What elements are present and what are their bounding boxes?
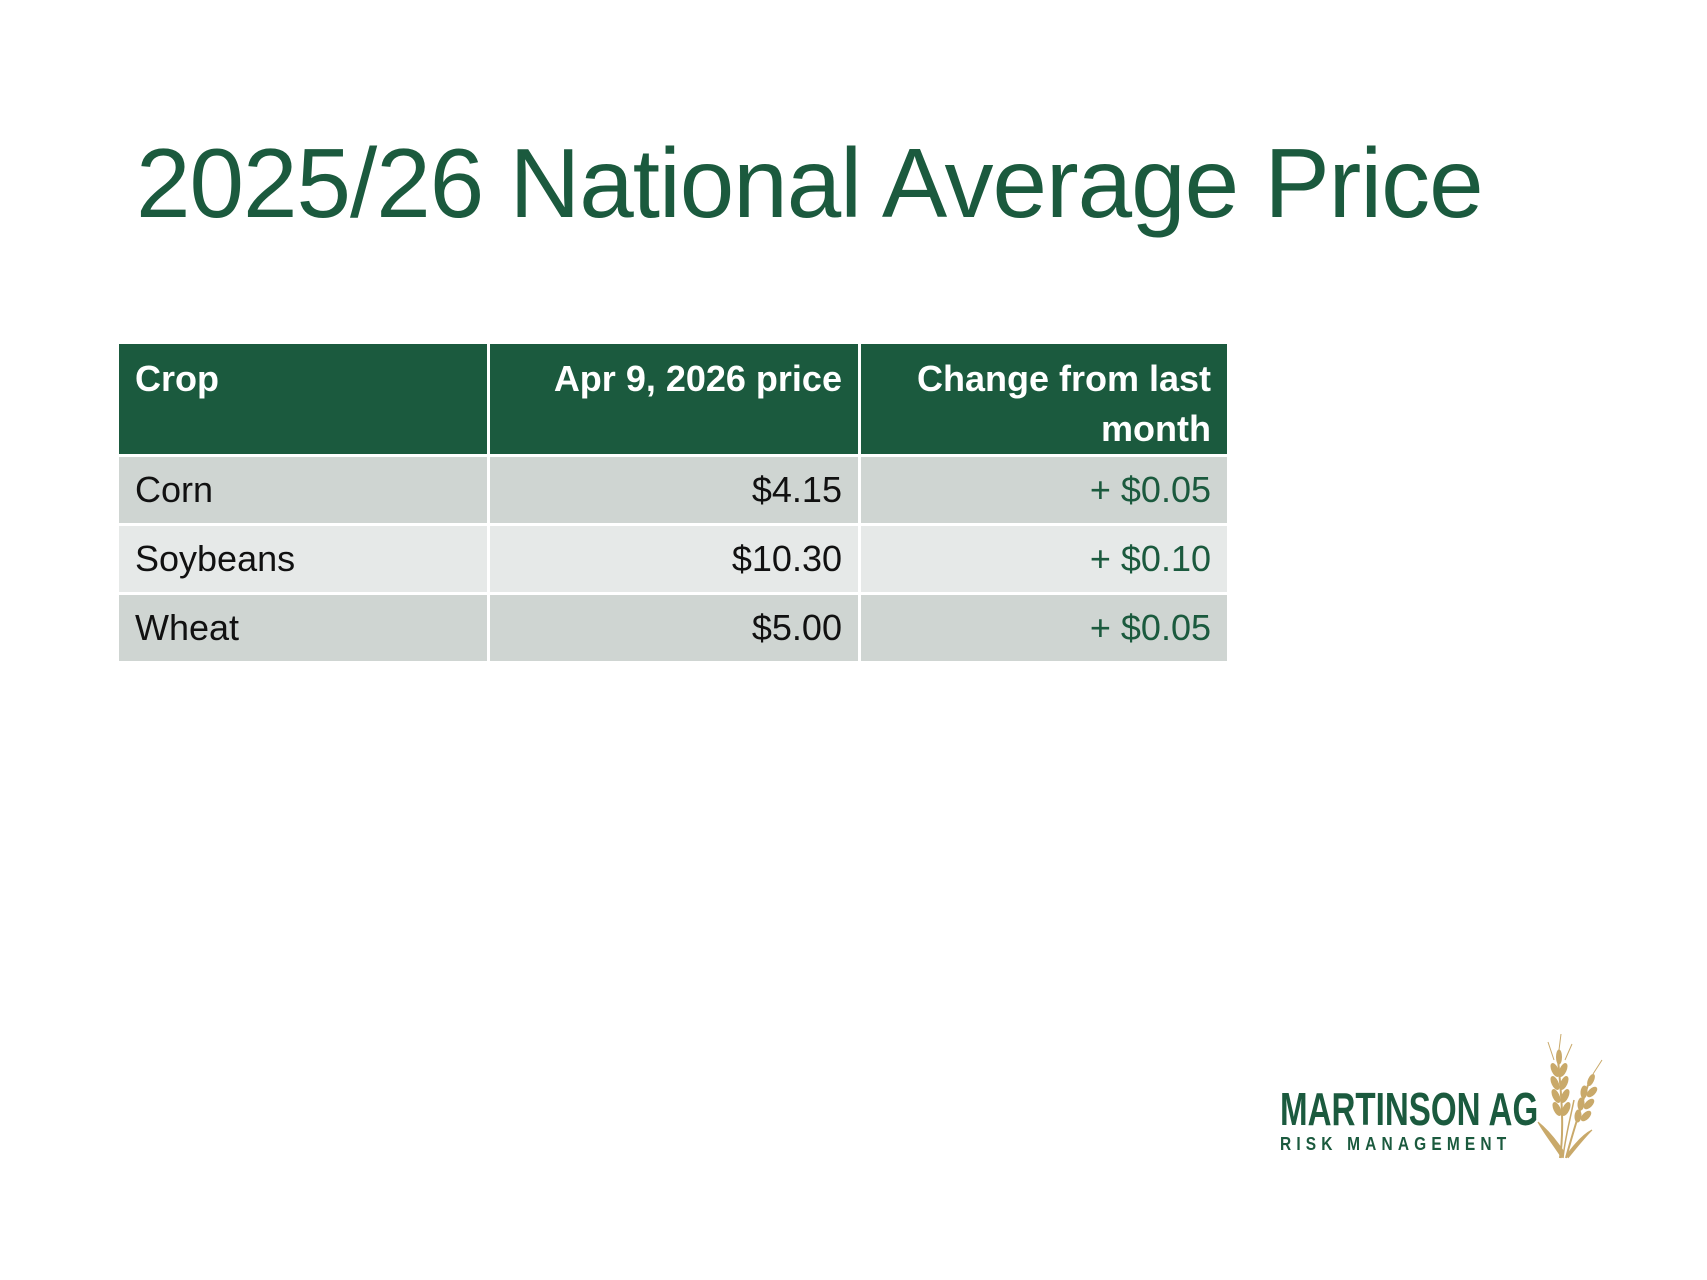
price-table: Crop Apr 9, 2026 price Change from last … [116,341,1230,664]
cell-change: + $0.05 [860,595,1227,661]
cell-price: $5.00 [490,595,858,661]
table-row: Soybeans $10.30 + $0.10 [119,526,1227,592]
slide-title: 2025/26 National Average Price [136,128,1484,238]
cell-change: + $0.05 [860,457,1227,523]
cell-price: $4.15 [490,457,858,523]
header-price: Apr 9, 2026 price [490,344,858,454]
company-logo: MARTINSON AG RISK MANAGEMENT [1280,1030,1610,1160]
logo-tagline: RISK MANAGEMENT [1280,1134,1512,1154]
wheat-icon [1537,1033,1603,1159]
cell-change: + $0.10 [860,526,1227,592]
table-header-row: Crop Apr 9, 2026 price Change from last … [119,344,1227,454]
logo-graphic [1537,1033,1603,1159]
cell-crop: Soybeans [119,526,488,592]
header-crop: Crop [119,344,488,454]
header-change: Change from last month [860,344,1227,454]
table-row: Corn $4.15 + $0.05 [119,457,1227,523]
logo-name: MARTINSON AG [1280,1083,1539,1135]
cell-crop: Corn [119,457,488,523]
table-row: Wheat $5.00 + $0.05 [119,595,1227,661]
cell-price: $10.30 [490,526,858,592]
cell-crop: Wheat [119,595,488,661]
